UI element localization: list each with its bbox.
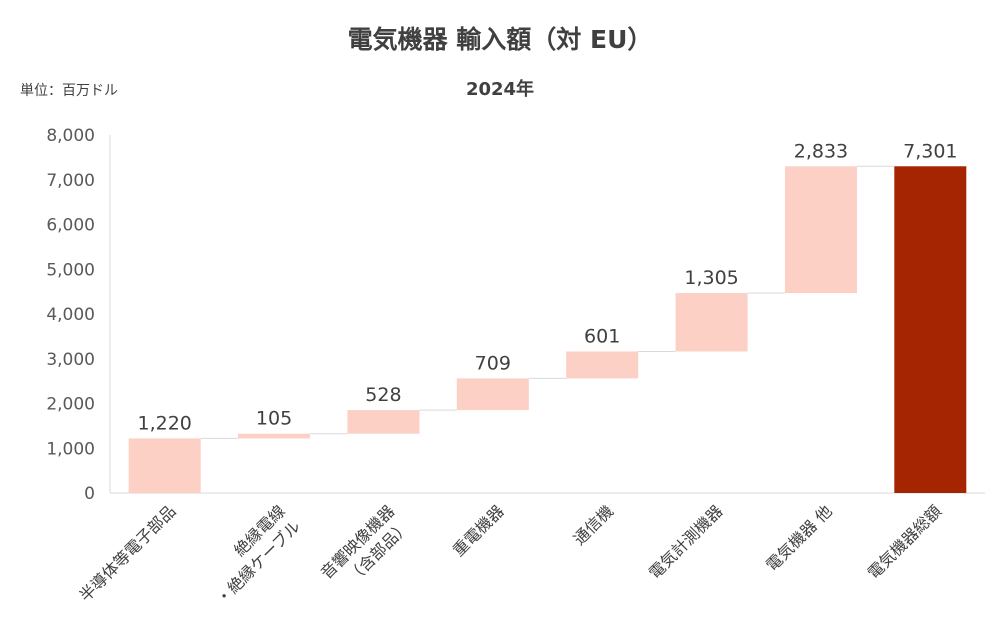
total-bar: [894, 166, 967, 493]
data-label: 105: [256, 408, 292, 430]
category-label: 通信機: [570, 501, 617, 548]
increment-bar: [238, 433, 311, 439]
y-tick-label: 6,000: [46, 216, 95, 236]
category-label: 半導体等電子部品: [76, 501, 180, 605]
data-label: 528: [365, 384, 401, 406]
y-tick-label: 5,000: [46, 260, 95, 280]
data-label: 1,305: [684, 267, 738, 289]
data-label: 7,301: [903, 140, 957, 162]
chart-title: 電気機器 輸入額（対 EU）: [347, 25, 653, 54]
category-label: 音響映像機器（含部品）: [317, 501, 414, 598]
y-tick-label: 3,000: [46, 350, 95, 370]
category-label: 電気機器総額: [864, 501, 945, 582]
increment-bar: [675, 293, 748, 352]
increment-bar: [456, 378, 529, 411]
y-tick-label: 1,000: [46, 439, 95, 459]
y-tick-label: 7,000: [46, 171, 95, 191]
y-tick-label: 4,000: [46, 305, 95, 325]
category-label: 重電機器: [449, 501, 508, 560]
category-label: 絶縁電線・絶縁ケーブル: [197, 501, 304, 608]
category-label: 電気機器 他: [762, 501, 836, 575]
data-label: 2,833: [794, 140, 848, 162]
y-tick-label: 0: [84, 484, 95, 504]
increment-bar: [566, 351, 639, 379]
increment-bar: [347, 410, 420, 434]
data-label: 709: [475, 352, 511, 374]
data-label: 1,220: [137, 412, 191, 434]
increment-bar: [128, 438, 201, 493]
unit-label: 単位：百万ドル: [20, 83, 118, 99]
y-tick-label: 2,000: [46, 395, 95, 415]
data-label: 601: [584, 325, 620, 347]
chart-subtitle: 2024年: [465, 79, 535, 100]
y-tick-label: 8,000: [46, 126, 95, 146]
category-label: 電気計測機器: [645, 501, 726, 582]
increment-bar: [784, 166, 857, 294]
